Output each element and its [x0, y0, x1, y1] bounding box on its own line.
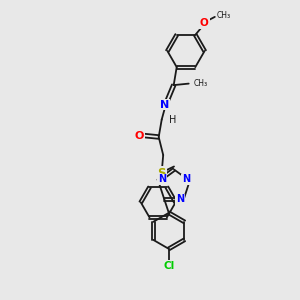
Text: O: O — [200, 18, 209, 28]
Text: CH₃: CH₃ — [193, 79, 207, 88]
Text: N: N — [182, 174, 190, 184]
Text: O: O — [134, 130, 144, 140]
Text: Cl: Cl — [163, 261, 174, 271]
Text: N: N — [176, 194, 184, 204]
Text: N: N — [160, 100, 169, 110]
Text: S: S — [158, 167, 166, 180]
Text: CH₃: CH₃ — [217, 11, 231, 20]
Text: H: H — [169, 115, 177, 125]
Text: N: N — [158, 174, 166, 184]
